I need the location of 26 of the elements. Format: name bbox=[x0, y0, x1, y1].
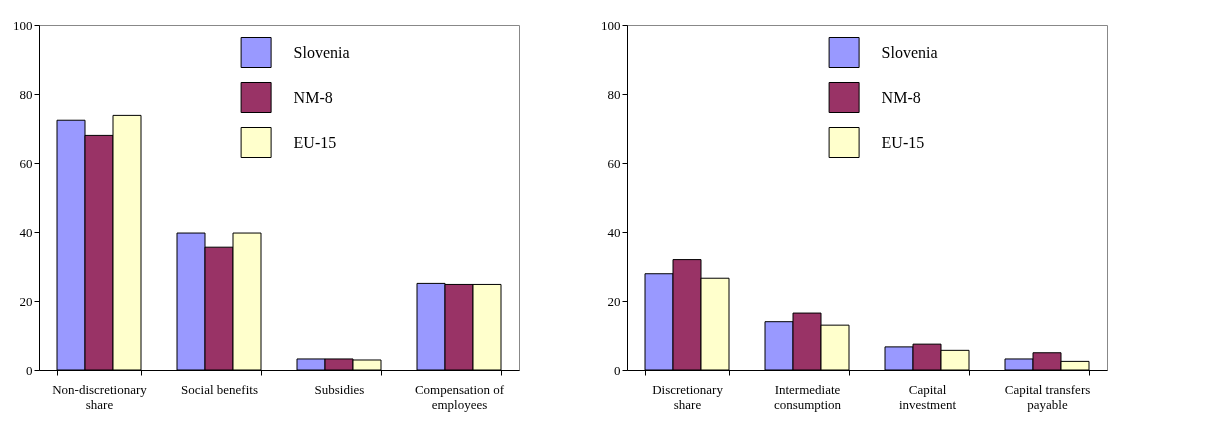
y-tick-label: 40 bbox=[607, 224, 621, 240]
legend-label: EU-15 bbox=[881, 133, 925, 151]
y-tick-label: 80 bbox=[607, 86, 621, 102]
y-tick-label: 100 bbox=[13, 17, 33, 33]
y-tick-label: 0 bbox=[26, 362, 33, 378]
x-tick-label: Compensation of employees bbox=[414, 381, 505, 412]
y-tick-label: 20 bbox=[19, 293, 33, 309]
x-tick-label: Discretionary share bbox=[652, 381, 724, 412]
y-tick-label: 40 bbox=[19, 224, 33, 240]
x-tick-label: Social benefits bbox=[181, 381, 258, 397]
x-tick-label: Non-discretionary share bbox=[52, 381, 148, 412]
x-tick-label: Intermediate consumption bbox=[773, 381, 842, 412]
y-tick-label: 100 bbox=[601, 17, 621, 33]
y-tick-label: 60 bbox=[19, 155, 33, 171]
legend-label: Slovenia bbox=[881, 43, 938, 61]
y-tick-label: 20 bbox=[607, 293, 621, 309]
legend-label: NM-8 bbox=[881, 88, 921, 106]
x-tick-label: Capital transfers payable bbox=[1004, 381, 1091, 412]
y-tick-label: 60 bbox=[607, 155, 621, 171]
y-tick-label: 0 bbox=[614, 362, 621, 378]
y-tick-label: 80 bbox=[19, 86, 33, 102]
x-tick-label: Subsidies bbox=[314, 381, 365, 397]
x-tick-label: Capital investment bbox=[898, 381, 957, 412]
legend-label: EU-15 bbox=[293, 133, 337, 151]
legend-label: NM-8 bbox=[293, 88, 333, 106]
legend-label: Slovenia bbox=[293, 43, 350, 61]
